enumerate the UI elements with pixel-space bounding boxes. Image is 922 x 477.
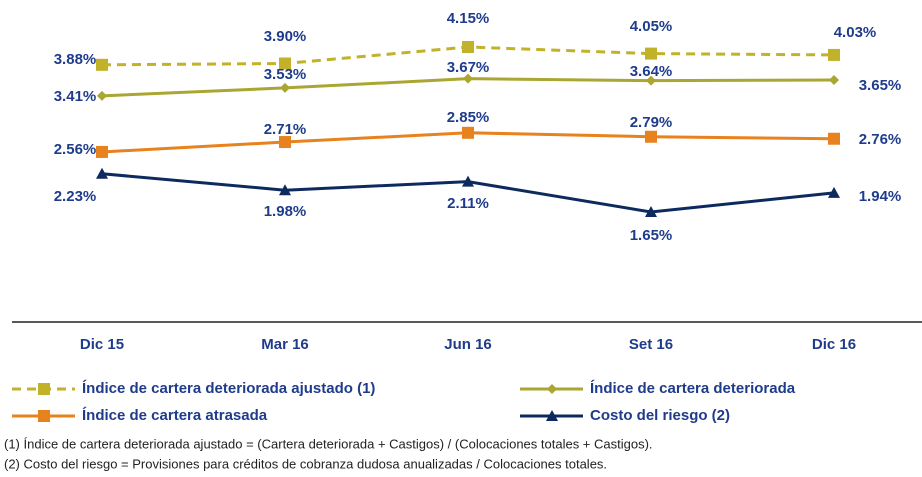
data-label: 2.56%: [54, 141, 97, 158]
data-label: 3.88%: [54, 51, 97, 68]
data-label: 3.53%: [264, 66, 307, 83]
data-label: 2.23%: [54, 188, 97, 205]
x-tick-label: Set 16: [629, 336, 673, 353]
point: [462, 126, 474, 139]
point: [828, 132, 840, 145]
legend-label: Índice de cartera deteriorada ajustado (…: [82, 380, 375, 397]
data-label: 3.65%: [859, 77, 902, 94]
data-label: 4.15%: [447, 10, 490, 27]
point: [828, 186, 840, 198]
x-tick-label: Dic 16: [812, 336, 856, 353]
point: [645, 47, 657, 60]
legend-marker: [38, 410, 50, 422]
point: [646, 75, 656, 86]
point: [96, 145, 108, 158]
point: [462, 175, 474, 187]
data-label: 4.03%: [834, 24, 877, 41]
point: [279, 184, 291, 196]
data-label: 3.67%: [447, 59, 490, 76]
data-label: 1.65%: [630, 227, 673, 244]
point: [96, 167, 108, 179]
point: [280, 82, 290, 93]
data-label: 2.11%: [447, 195, 489, 212]
legend-marker: [38, 383, 50, 395]
point: [463, 73, 473, 84]
legend-label: Costo del riesgo (2): [590, 407, 730, 424]
data-label: 2.79%: [630, 114, 673, 131]
point: [462, 41, 474, 53]
data-label: 4.05%: [630, 18, 673, 35]
footnote: (2) Costo del riesgo = Provisiones para …: [4, 456, 607, 471]
point: [645, 130, 657, 143]
point: [96, 58, 108, 71]
point: [645, 206, 657, 217]
legend-marker: [546, 410, 558, 421]
legend-label: Índice de cartera deteriorada: [590, 380, 796, 397]
x-tick-label: Mar 16: [261, 336, 309, 353]
x-tick-label: Jun 16: [444, 336, 492, 353]
footnote: (1) Índice de cartera deteriorada ajusta…: [4, 436, 653, 451]
point: [829, 75, 839, 85]
legend-marker: [547, 384, 557, 394]
data-label: 2.71%: [264, 121, 307, 138]
data-label: 3.41%: [54, 88, 97, 105]
x-tick-label: Dic 15: [80, 336, 124, 353]
point: [279, 57, 291, 70]
data-label: 2.85%: [447, 109, 490, 126]
data-label: 3.64%: [630, 63, 673, 80]
data-label: 1.94%: [859, 188, 902, 205]
data-label: 1.98%: [264, 203, 307, 220]
point: [279, 136, 291, 149]
data-label: 3.90%: [264, 28, 307, 45]
point: [97, 90, 107, 101]
legend-label: Índice de cartera atrasada: [82, 407, 268, 424]
data-label: 2.76%: [859, 131, 902, 148]
point: [828, 48, 840, 61]
